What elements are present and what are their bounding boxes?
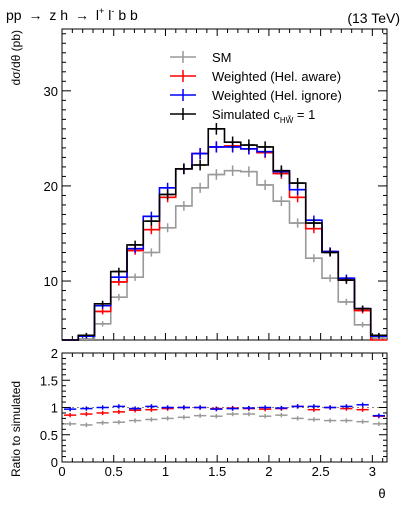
ratio-plot-panel: 0 0.5 1 1.5 2 2.5 3 0 0.5 1 1.5 2 Ratio to simulate… (9, 346, 388, 501)
ratio-y-tick-label: 0 (51, 455, 58, 470)
main-series-group (62, 123, 387, 342)
main-y-tick-label: 10 (44, 274, 58, 289)
legend-entry-hel-ignore: Weighted (Hel. ignore) (170, 88, 342, 103)
main-axis-ticks: 10 20 30 (44, 29, 387, 340)
ratio-x-tick-label: 2 (265, 464, 272, 479)
ratio-series-group (64, 402, 385, 428)
legend-entry-hel-aware: Weighted (Hel. aware) (170, 69, 341, 84)
ratio-x-tick-label: 3 (369, 464, 376, 479)
ratio-y-tick-label: 1.5 (40, 373, 58, 388)
ratio-y-tick-label: 2 (51, 346, 58, 361)
ratio-x-tick-label: 0 (58, 464, 65, 479)
main-y-tick-label: 20 (44, 179, 58, 194)
main-y-tick-label: 30 (44, 84, 58, 99)
main-y-axis-label: dσ/dθ (pb) (9, 30, 23, 85)
process-title: pp → z h → l+ l-b b (6, 6, 138, 23)
legend: SM Weighted (Hel. aware) Weighted (Hel. … (170, 50, 342, 125)
legend-entry-sm: SM (170, 50, 232, 65)
ratio-x-tick-label: 1.5 (208, 464, 226, 479)
legend-label-simulated: Simulated cHW̃ = 1 (212, 107, 315, 125)
x-axis-label: θ (378, 486, 385, 501)
legend-label-hel-aware: Weighted (Hel. aware) (212, 69, 341, 84)
legend-label-sm: SM (212, 50, 232, 65)
main-plot-frame (61, 28, 388, 341)
legend-entry-simulated: Simulated cHW̃ = 1 (170, 107, 315, 125)
ratio-x-tick-label: 2.5 (312, 464, 330, 479)
ratio-y-tick-label: 1 (51, 401, 58, 416)
legend-label-hel-ignore: Weighted (Hel. ignore) (212, 88, 342, 103)
ratio-x-tick-label: 1 (162, 464, 169, 479)
main-plot-panel: 10 20 30 dσ/dθ (pb) (9, 28, 388, 342)
energy-label: (13 TeV) (347, 10, 400, 26)
ratio-y-tick-label: 0.5 (40, 428, 58, 443)
ratio-y-axis-label: Ratio to simulated (9, 381, 23, 477)
ratio-axis-ticks: 0 0.5 1 1.5 2 2.5 3 0 0.5 1 1.5 2 (40, 346, 387, 479)
ratio-x-tick-label: 0.5 (105, 464, 123, 479)
